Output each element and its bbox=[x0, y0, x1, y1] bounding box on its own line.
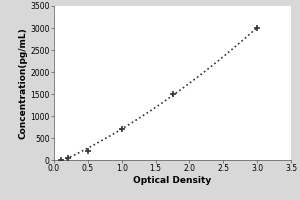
Y-axis label: Concentration(pg/mL): Concentration(pg/mL) bbox=[19, 27, 28, 139]
X-axis label: Optical Density: Optical Density bbox=[134, 176, 212, 185]
